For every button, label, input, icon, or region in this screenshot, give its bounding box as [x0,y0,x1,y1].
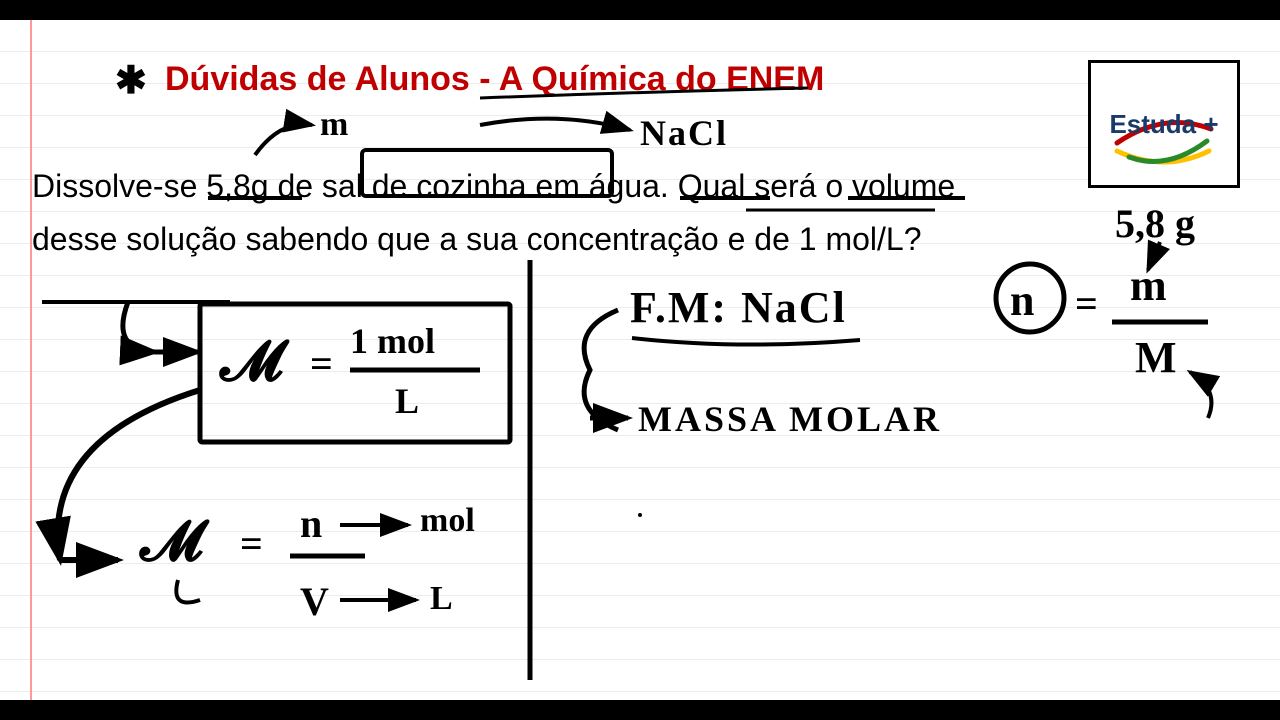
hand-n-label: n [1010,275,1034,326]
asterisk-icon: ✱ [115,58,147,103]
hand-massa-molar: MASSA MOLAR [638,398,942,440]
hand-mass-value: 5,8 g [1115,200,1195,247]
hand-mdef-lhs: 𝓜 [140,510,203,575]
hand-mdef-top-unit: mol [420,502,475,540]
brand-logo: Estuda + [1088,60,1240,188]
hand-m-label: m [320,106,348,144]
hand-molarity-lhs: 𝓜 [220,330,283,395]
hand-molarity-bottom: L [395,380,419,422]
content-layer: ✱ Dúvidas de Alunos - A Química do ENEM … [0,20,1280,700]
hand-equals1: = [310,340,333,387]
paper-page: ✱ Dúvidas de Alunos - A Química do ENEM … [0,20,1280,700]
hand-n-bottom: M [1135,332,1177,383]
hand-mdef-top: n [300,500,322,547]
hand-fm-label: F.M: NaCl [630,282,847,333]
page-title: Dúvidas de Alunos - A Química do ENEM [165,60,824,99]
hand-nacl-label: NaCl [640,112,728,154]
hand-equals2: = [240,520,263,567]
hand-n-top: m [1130,260,1167,311]
hand-mdef-bottom: V [300,578,329,625]
hand-molarity-top: 1 mol [350,320,435,362]
logo-text: Estuda + [1109,109,1218,140]
hand-mdef-bottom-unit: L [430,580,453,618]
question-text: Dissolve-se 5,8g de sal de cozinha em ág… [32,160,992,266]
hand-equals3: = [1075,280,1098,327]
